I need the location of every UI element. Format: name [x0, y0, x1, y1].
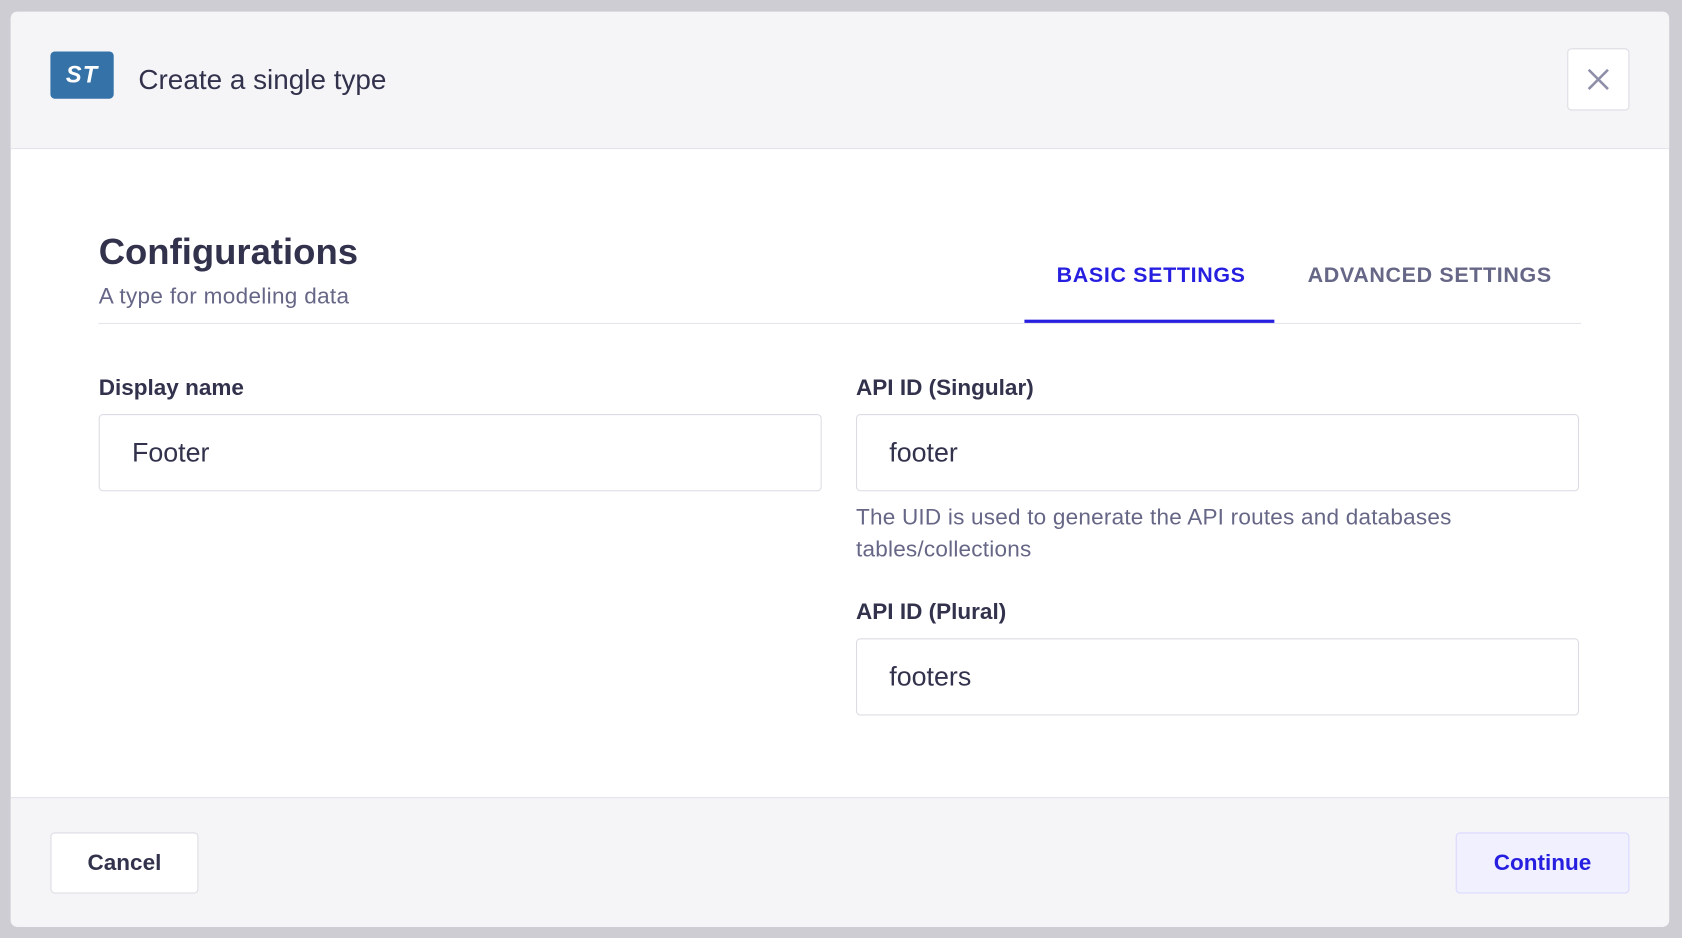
single-type-badge: ST	[50, 51, 114, 99]
modal-header: ST Create a single type	[10, 11, 1670, 150]
api-id-singular-label: API ID (Singular)	[856, 375, 1034, 401]
create-single-type-modal: ST Create a single type Configurations A…	[10, 11, 1670, 927]
active-tab-indicator	[1024, 319, 1275, 323]
display-name-input[interactable]	[98, 414, 822, 492]
section-title: Configurations	[98, 231, 359, 273]
tabs-divider	[98, 322, 1582, 324]
api-id-plural-label: API ID (Plural)	[856, 599, 1007, 625]
api-id-singular-input[interactable]	[856, 414, 1580, 492]
tab-advanced-settings[interactable]: ADVANCED SETTINGS	[1307, 263, 1552, 288]
close-button[interactable]	[1567, 48, 1630, 111]
display-name-label: Display name	[98, 375, 244, 401]
continue-button[interactable]: Continue	[1455, 832, 1630, 894]
cancel-button[interactable]: Cancel	[50, 832, 199, 894]
modal-footer: Cancel Continue	[10, 797, 1670, 927]
section-subtitle: A type for modeling data	[98, 284, 350, 309]
api-id-help-text: The UID is used to generate the API rout…	[856, 505, 1452, 563]
tab-basic-settings[interactable]: BASIC SETTINGS	[1056, 263, 1246, 288]
modal-title: Create a single type	[138, 63, 387, 96]
api-id-plural-input[interactable]	[856, 638, 1580, 716]
close-icon	[1587, 68, 1609, 90]
